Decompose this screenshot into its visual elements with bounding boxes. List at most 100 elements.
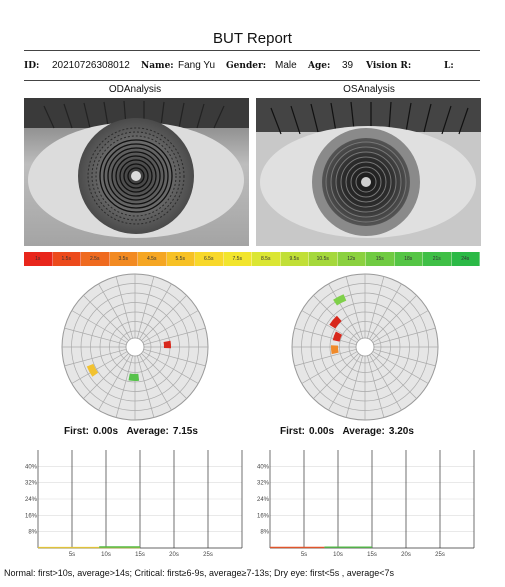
map-center bbox=[125, 337, 145, 357]
x-tick-label: 20s bbox=[401, 552, 411, 558]
map-spoke bbox=[136, 355, 155, 418]
os-eye-image bbox=[256, 98, 481, 246]
y-tick-label: 24% bbox=[257, 497, 270, 503]
map-spoke bbox=[142, 351, 199, 384]
x-tick-label: 10s bbox=[101, 552, 111, 558]
map-spoke bbox=[141, 295, 187, 341]
breakup-mark bbox=[330, 345, 339, 355]
map-spoke bbox=[139, 354, 172, 411]
age-value: 39 bbox=[342, 60, 354, 71]
x-tick-label: 5s bbox=[301, 552, 307, 558]
report-title: BUT Report bbox=[213, 30, 292, 47]
map-spoke bbox=[301, 310, 358, 343]
scale-cell: 4.5s bbox=[138, 252, 167, 266]
os-average-value: 3.20s bbox=[388, 426, 414, 437]
x-tick-label: 15s bbox=[367, 552, 377, 558]
time-color-scale: 1s 1.5s 2.5s 3.5s 4.5s 5.5s 6.5s 7.5s 8.5s 9.5s 10… bbox=[24, 252, 480, 266]
od-title: ODAnalysis bbox=[108, 84, 162, 95]
map-spoke bbox=[371, 353, 417, 399]
od-breakup-map bbox=[61, 273, 209, 421]
map-spoke bbox=[345, 276, 364, 339]
od-stats: First: 0.00s Average: 7.15s bbox=[64, 426, 202, 437]
y-tick-label: 40% bbox=[25, 464, 38, 470]
scale-cell: 8.5s bbox=[252, 252, 281, 266]
y-tick-label: 8% bbox=[28, 530, 37, 536]
map-spoke bbox=[328, 354, 361, 411]
id-value: 20210726308012 bbox=[52, 60, 130, 71]
map-spoke bbox=[369, 354, 402, 411]
map-spoke bbox=[143, 348, 206, 367]
y-tick-label: 40% bbox=[257, 464, 270, 470]
os-average-label: Average: bbox=[342, 426, 385, 437]
map-spoke bbox=[136, 276, 155, 339]
breakup-mark bbox=[128, 373, 140, 381]
map-spoke bbox=[366, 355, 385, 418]
od-breakup-chart: 8% 16% 24% 32% 40% 5s 10s 15s 20s 25s bbox=[24, 442, 248, 560]
scale-cell: 24s bbox=[451, 252, 480, 266]
vision-r-label: Vision R: bbox=[366, 61, 412, 71]
x-tick-label: 20s bbox=[169, 552, 179, 558]
od-average-value: 7.15s bbox=[172, 426, 198, 437]
map-spoke bbox=[372, 310, 429, 343]
os-breakup-chart: 8% 16% 24% 32% 40% 5s 10s 15s 20s 25s bbox=[256, 442, 480, 560]
y-tick-label: 32% bbox=[257, 481, 270, 487]
breakup-mark bbox=[86, 363, 99, 377]
vision-l-label: L: bbox=[444, 61, 454, 71]
scale-cell: 21s bbox=[423, 252, 452, 266]
map-spoke bbox=[98, 283, 131, 340]
map-spoke bbox=[71, 351, 128, 384]
scale-cell: 6.5s bbox=[195, 252, 224, 266]
map-spoke bbox=[64, 327, 127, 346]
y-tick-label: 8% bbox=[260, 530, 269, 536]
map-spoke bbox=[345, 355, 364, 418]
scale-cell: 5.5s bbox=[166, 252, 195, 266]
name-value: Fang Yu bbox=[178, 60, 216, 71]
map-spoke bbox=[294, 348, 357, 367]
reference-legend: Normal: first>10s, average>14s; Critical… bbox=[4, 568, 395, 578]
divider-top bbox=[24, 50, 480, 51]
map-spoke bbox=[141, 353, 187, 399]
gender-value: Male bbox=[275, 60, 297, 71]
od-first-value: 0.00s bbox=[93, 426, 119, 437]
map-spoke bbox=[139, 283, 172, 340]
map-spoke bbox=[83, 353, 129, 399]
y-tick-label: 16% bbox=[25, 513, 38, 519]
od-average-label: Average: bbox=[126, 426, 169, 437]
scale-cell: 7.5s bbox=[223, 252, 252, 266]
name-label: Name: bbox=[141, 61, 174, 71]
map-spoke bbox=[143, 327, 206, 346]
scale-cell: 12s bbox=[337, 252, 366, 266]
map-spoke bbox=[369, 283, 402, 340]
breakup-mark bbox=[163, 340, 172, 349]
id-label: ID: bbox=[24, 61, 40, 71]
od-first-label: First: bbox=[64, 426, 89, 437]
breakup-mark bbox=[332, 331, 342, 342]
map-spoke bbox=[142, 310, 199, 343]
map-spoke bbox=[64, 348, 127, 367]
scale-cell: 18s bbox=[394, 252, 423, 266]
patient-info: ID: 20210726308012 Name: Fang Yu Gender:… bbox=[24, 60, 484, 74]
map-spoke bbox=[313, 353, 359, 399]
scale-cell: 2.5s bbox=[81, 252, 110, 266]
map-spoke bbox=[115, 276, 134, 339]
os-breakup-map bbox=[291, 273, 439, 421]
os-stats: First: 0.00s Average: 3.20s bbox=[280, 426, 418, 437]
breakup-mark bbox=[329, 315, 342, 329]
chart-background bbox=[24, 442, 248, 560]
map-spoke bbox=[366, 276, 385, 339]
map-spoke bbox=[301, 351, 358, 384]
x-tick-label: 25s bbox=[435, 552, 445, 558]
x-tick-label: 10s bbox=[333, 552, 343, 558]
scale-cell: 9.5s bbox=[280, 252, 309, 266]
age-label: Age: bbox=[308, 61, 331, 71]
scale-cell: 15s bbox=[366, 252, 395, 266]
scale-cell: 1.5s bbox=[52, 252, 81, 266]
y-tick-label: 24% bbox=[25, 497, 38, 503]
od-eye-image bbox=[24, 98, 249, 246]
y-tick-label: 32% bbox=[25, 481, 38, 487]
map-spoke bbox=[83, 295, 129, 341]
map-spoke bbox=[98, 354, 131, 411]
map-spoke bbox=[373, 327, 436, 346]
scale-cell: 3.5s bbox=[109, 252, 138, 266]
breakup-mark bbox=[333, 294, 347, 306]
